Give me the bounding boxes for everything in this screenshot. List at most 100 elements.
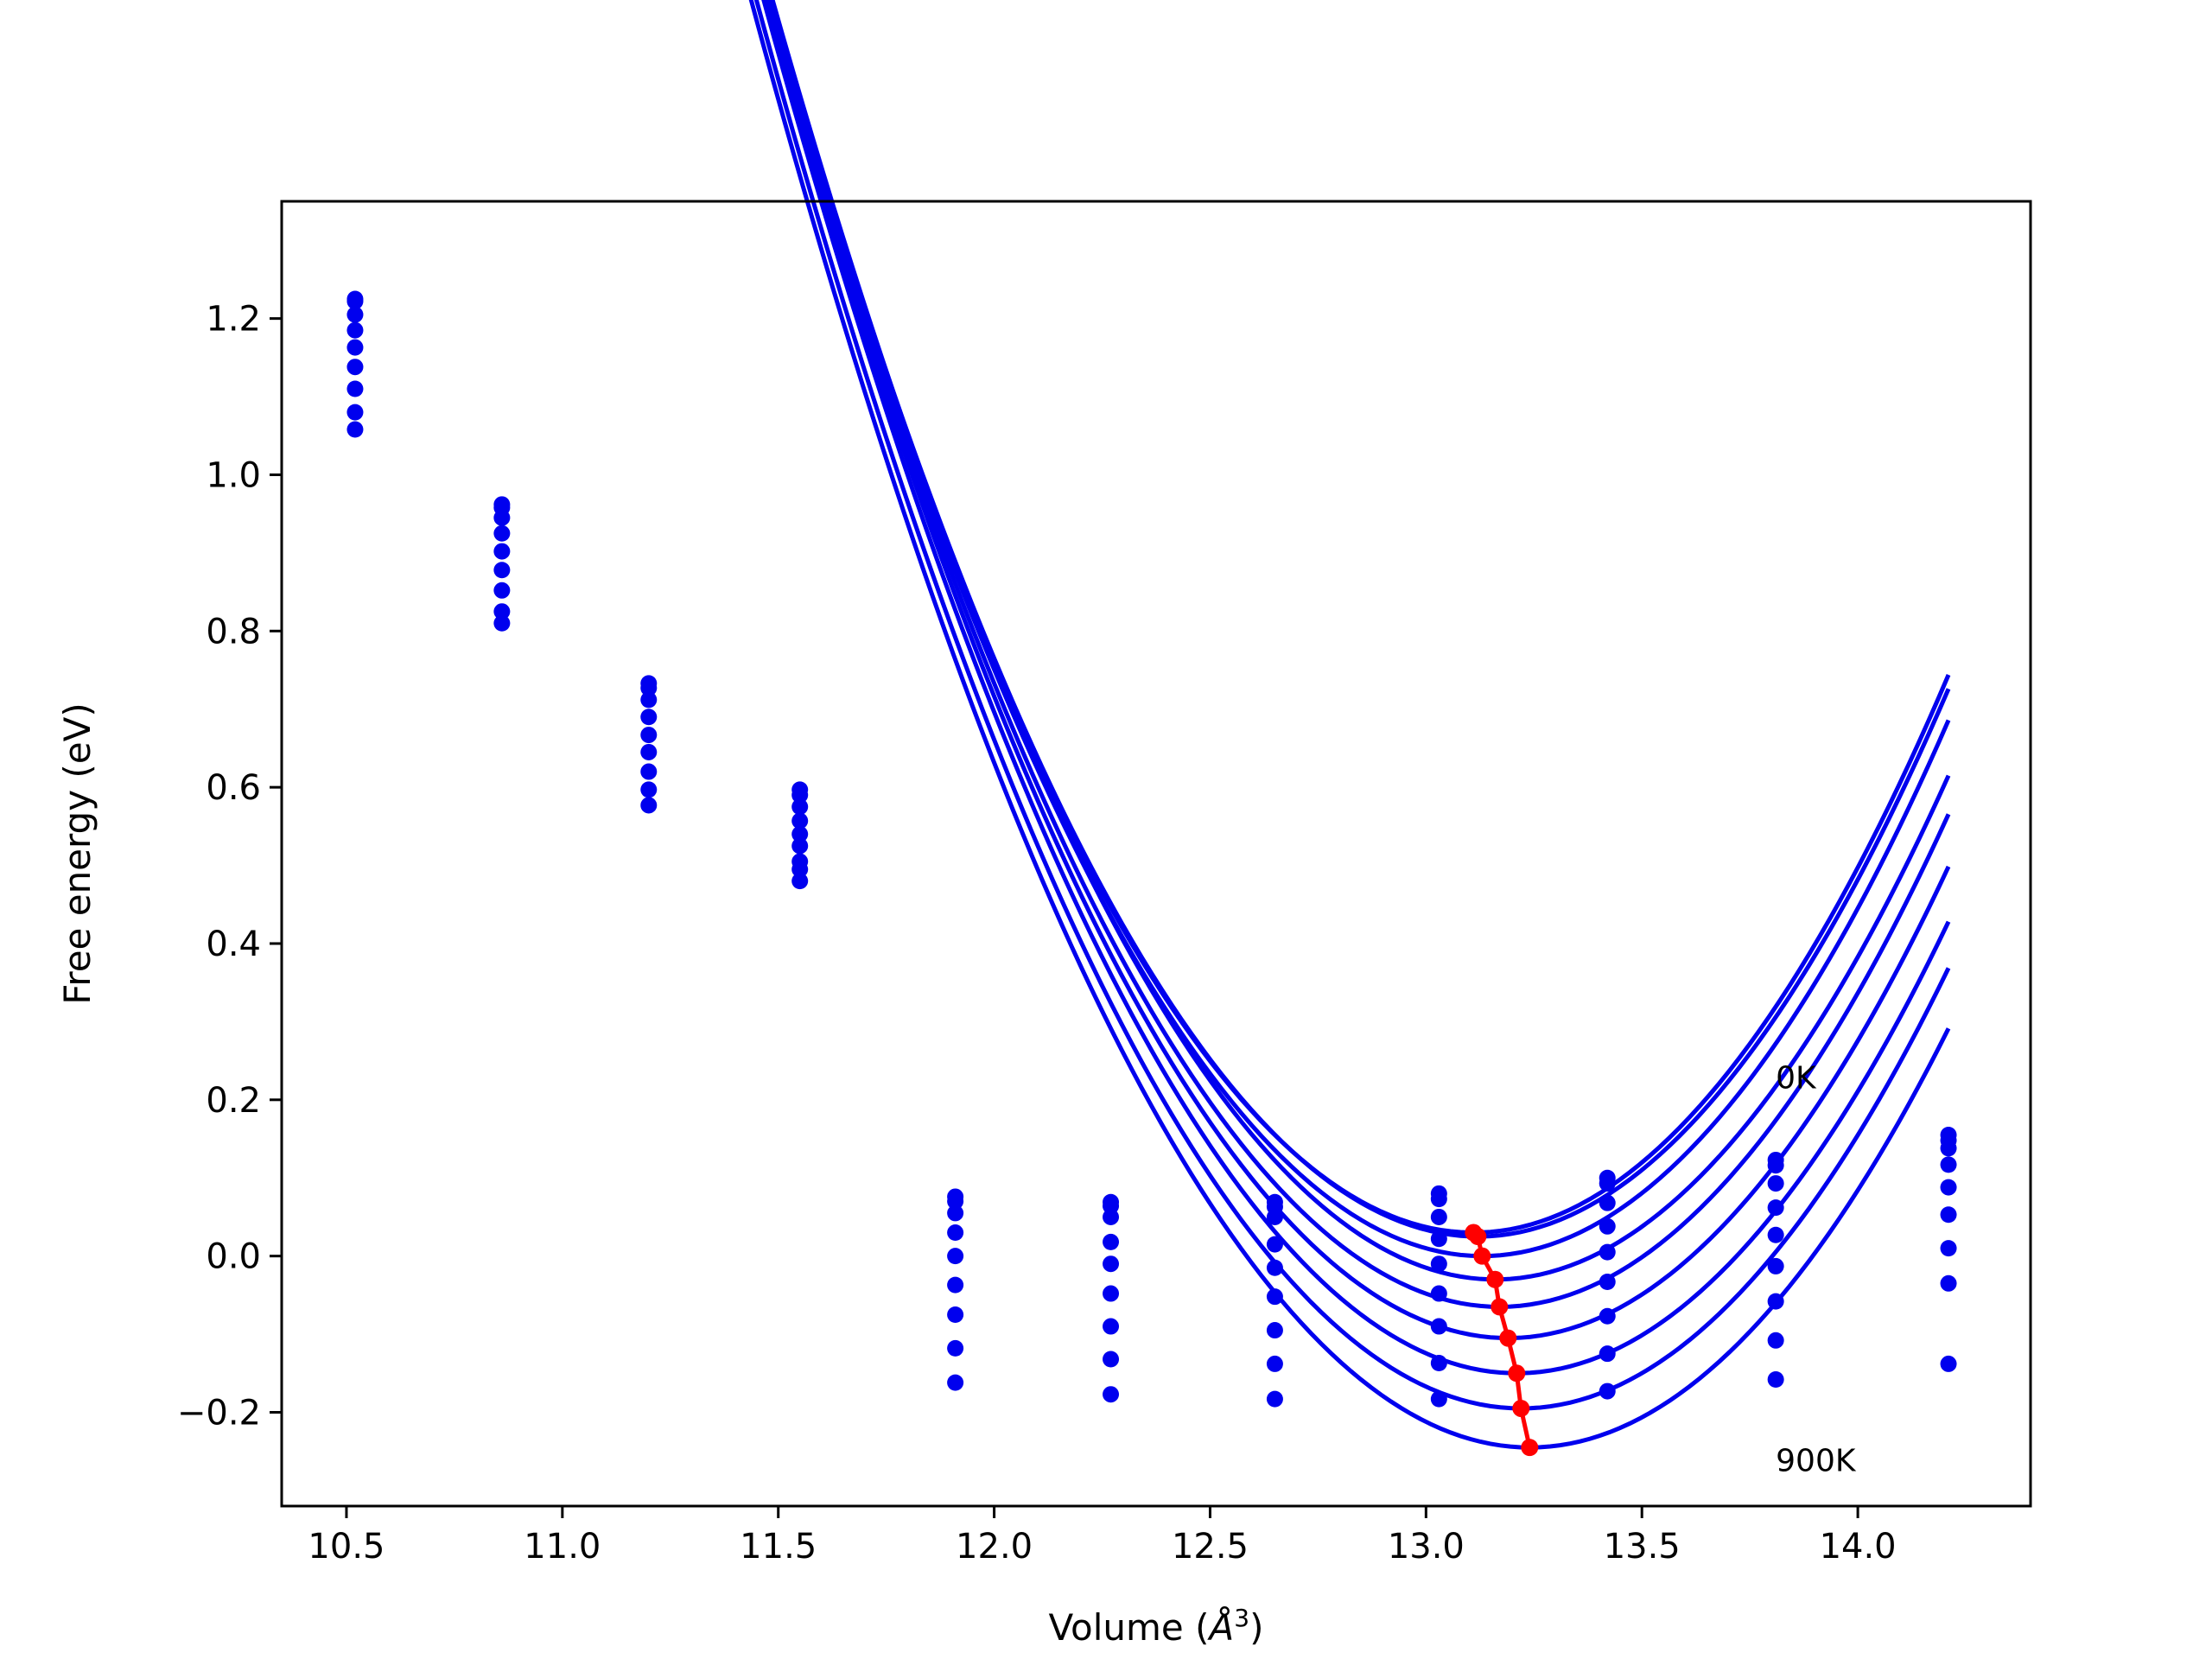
minimum-point [1469,1228,1487,1246]
y-axis: −0.2 0.0 0.2 0.4 0.6 0.8 1.0 1.2 [177,300,282,1433]
data-point [346,321,364,339]
data-point [1103,1351,1120,1368]
data-point [640,709,658,726]
data-point [1940,1140,1957,1157]
minimum-point [1473,1247,1491,1265]
data-point [947,1276,964,1294]
data-point [1103,1208,1120,1225]
data-point [947,1192,964,1210]
data-point [1266,1355,1283,1372]
data-point [947,1205,964,1222]
x-tick-label: 11.5 [740,1527,817,1567]
data-point [1266,1322,1283,1339]
data-point [1430,1318,1447,1335]
data-point [640,727,658,744]
y-tick-label: 0.0 [206,1237,261,1277]
data-point [1599,1217,1616,1235]
x-axis-title-suffix: ) [1249,1606,1263,1649]
y-tick-label: 1.0 [206,455,261,495]
data-point [1430,1285,1447,1302]
fit-curve [768,0,1951,1239]
data-point [947,1339,964,1357]
y-tick-label: 0.6 [206,768,261,808]
data-point [1767,1157,1784,1174]
x-axis-title-unit: Å [1207,1605,1235,1649]
data-point [493,603,511,620]
fit-curve [761,0,1951,1376]
data-point [346,404,364,421]
data-point [640,781,658,798]
data-point [791,798,809,816]
data-point [791,873,809,890]
data-point [1940,1156,1957,1173]
data-point [493,582,511,599]
data-point [1940,1179,1957,1196]
data-point [493,562,511,579]
data-point [1599,1194,1616,1211]
data-point [1103,1285,1120,1302]
fit-curve [770,0,1951,1282]
minimum-point [1499,1329,1517,1347]
plot-frame [280,200,2032,1508]
plot-marks [346,0,1957,1457]
x-tick-label: 12.0 [956,1527,1033,1567]
minimum-point [1512,1399,1530,1417]
x-tick-label: 14.0 [1820,1527,1897,1567]
data-point [1940,1274,1957,1292]
data-point [947,1248,964,1265]
data-point [1266,1288,1283,1306]
data-point [1599,1345,1616,1363]
x-tick-label: 12.5 [1172,1527,1249,1567]
data-point [346,293,364,310]
data-point [346,421,364,438]
data-point [1430,1208,1447,1225]
data-point [640,691,658,709]
data-point [1103,1386,1120,1403]
data-point [947,1374,964,1391]
annotations: 0K 900K [1776,1060,1857,1478]
data-point [1940,1355,1957,1372]
y-tick-label: 1.2 [206,300,261,340]
y-axis-title: Free energy (eV) [56,702,99,1005]
data-point [1103,1255,1120,1273]
fit-curve [763,0,1951,1341]
annotation-900k: 900K [1776,1443,1857,1478]
data-point [346,359,364,376]
data-point [640,679,658,696]
x-tick-label: 13.5 [1604,1527,1681,1567]
fit-curve [748,0,1951,1450]
minimum-point [1491,1298,1509,1316]
data-point [1266,1236,1283,1253]
data-point [1599,1175,1616,1192]
data-point [640,797,658,814]
data-point [1266,1208,1283,1225]
y-tick-label: 0.8 [206,612,261,652]
data-point [640,763,658,780]
data-point [1767,1226,1784,1243]
minimum-point [1521,1439,1539,1457]
data-point [1266,1259,1283,1276]
x-tick-label: 11.0 [524,1527,601,1567]
data-point [1767,1199,1784,1217]
data-point [1599,1307,1616,1325]
x-tick-label: 10.5 [308,1527,385,1567]
data-point [493,509,511,526]
x-axis-title-exponent: 3 [1234,1604,1249,1632]
y-tick-label: 0.4 [206,925,261,964]
minimum-point [1486,1270,1504,1288]
data-point [640,743,658,760]
fit-curve [753,0,1951,1411]
x-axis-title-prefix: Volume ( [1049,1606,1210,1649]
data-point [1940,1206,1957,1224]
data-point [791,825,809,842]
y-tick-label: −0.2 [177,1393,261,1433]
data-point [493,543,511,560]
data-point [791,837,809,855]
data-point [1599,1382,1616,1400]
minimum-point [1508,1364,1526,1382]
data-point [1430,1255,1447,1273]
x-axis-title: Volume (Å3) [1049,1604,1264,1649]
x-tick-label: 13.0 [1388,1527,1465,1567]
